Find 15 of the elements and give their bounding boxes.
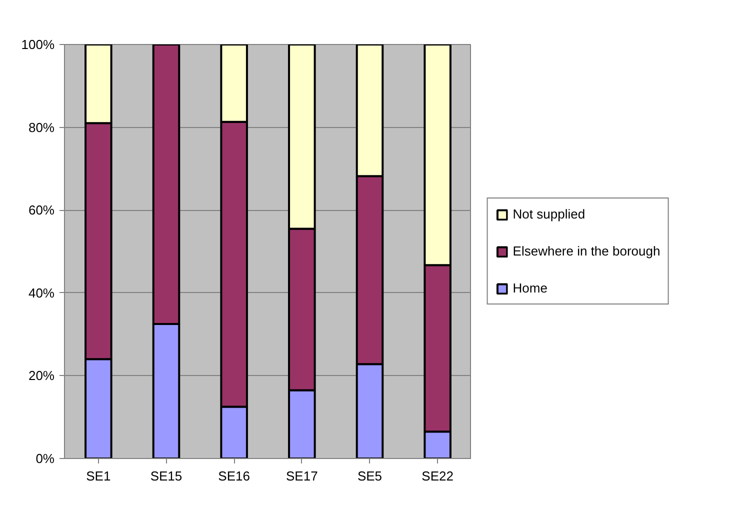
x-tick-label: SE5 (357, 468, 382, 484)
x-tick-label: SE1 (86, 468, 111, 484)
y-tick-label: 20% (28, 368, 55, 384)
x-tick-label: SE16 (218, 468, 250, 484)
x-tick-label: SE17 (286, 468, 318, 484)
legend-label: Not supplied (512, 206, 586, 222)
y-tick-label: 80% (28, 120, 55, 135)
y-tick-label: 0% (36, 451, 55, 466)
y-tick-label: 60% (28, 202, 55, 218)
x-tick-label: SE15 (150, 468, 182, 484)
legend-label: Elsewhere in the borough (512, 244, 660, 258)
x-tick-label: SE22 (422, 468, 454, 484)
y-tick-label: 100% (21, 37, 55, 52)
legend-label: Home (512, 280, 548, 296)
y-tick-label: 40% (28, 285, 55, 300)
